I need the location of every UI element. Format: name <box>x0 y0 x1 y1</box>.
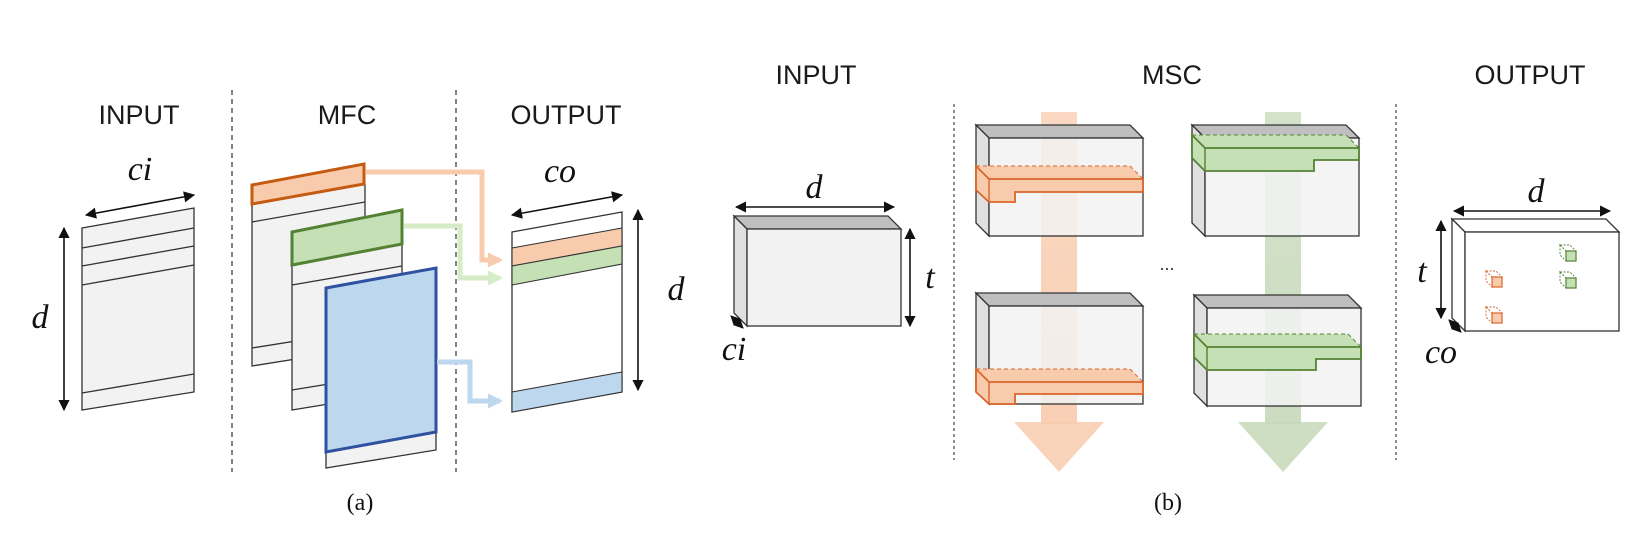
panel-b-output-title: OUTPUT <box>1475 60 1586 90</box>
caption-b: (b) <box>1154 490 1182 516</box>
caption-a: (a) <box>347 490 374 516</box>
co-arrow-b <box>1448 319 1462 333</box>
mfc-sheet-front <box>324 266 438 469</box>
panel-a-input-title: INPUT <box>99 100 180 130</box>
mfc-blue-filter <box>324 266 438 454</box>
green-route-arrow <box>404 223 503 286</box>
panel-a-output-title: OUTPUT <box>511 100 622 130</box>
blue-route-arrow <box>437 359 503 409</box>
input-sheet <box>81 207 195 411</box>
d-label-b-input: d <box>806 169 824 206</box>
msc-box-orange-top <box>974 123 1145 238</box>
d-label-output: d <box>668 271 686 308</box>
msc-box-green-bottom <box>1192 293 1363 408</box>
ci-arrow-b <box>730 315 744 329</box>
output-cube-green-2 <box>1558 270 1578 290</box>
ci-label: ci <box>128 151 153 188</box>
output-blue-band <box>511 371 623 413</box>
output-cube-orange-2 <box>1484 305 1504 325</box>
panel-b-input-title: INPUT <box>776 60 857 90</box>
output-green-band <box>511 245 623 286</box>
output-sheet <box>511 211 623 413</box>
ellipsis: ... <box>1159 254 1174 274</box>
ci-label-b: ci <box>722 331 747 368</box>
d-label-input: d <box>32 299 50 336</box>
ci-arrow <box>84 191 196 219</box>
orange-route-arrow <box>366 169 503 268</box>
co-arrow <box>510 191 624 219</box>
d-label-b-output: d <box>1528 173 1546 210</box>
output-cube-orange-1 <box>1484 269 1504 289</box>
msc-box-green-top <box>1190 123 1361 238</box>
co-label-b: co <box>1425 334 1457 371</box>
input-tensor <box>732 214 903 328</box>
msc-box-orange-bottom <box>974 291 1145 406</box>
output-tensor <box>1450 217 1621 333</box>
co-label: co <box>544 153 576 190</box>
panel-a-mfc-title: MFC <box>318 100 376 130</box>
panel-a: INPUT MFC OUTPUT ci d <box>32 90 686 516</box>
mfc-green-filter <box>290 208 404 267</box>
panel-b: INPUT MSC OUTPUT d t ci <box>722 60 1621 516</box>
output-cube-green-1 <box>1558 243 1578 263</box>
t-label-b-input: t <box>925 259 936 296</box>
mfc-orange-filter <box>250 162 366 206</box>
panel-b-msc-title: MSC <box>1142 60 1202 90</box>
t-label-b-output: t <box>1417 253 1428 290</box>
